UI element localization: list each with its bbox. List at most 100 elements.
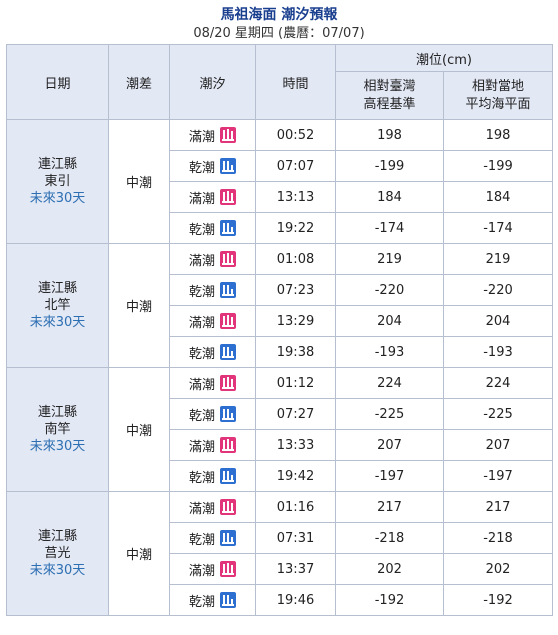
tide-table: 日期 潮差 潮汐 時間 潮位(cm) 相對臺灣 高程基準 相對當地 平均海平面 … <box>6 44 553 616</box>
tide-type-cell: 滿潮 <box>169 305 256 337</box>
tide-type-label: 滿潮 <box>188 315 215 331</box>
tide-time-cell: 01:16 <box>255 491 336 523</box>
tide-type-cell: 乾潮 <box>169 274 256 306</box>
tide-range-cell: 中潮 <box>108 367 170 492</box>
tide-type-cell: 滿潮 <box>169 491 256 523</box>
low-tide-icon <box>220 406 236 422</box>
high-tide-icon <box>220 251 236 267</box>
station-cell: 連江縣北竿未來30天 <box>6 243 109 368</box>
tide-type-cell: 乾潮 <box>169 460 256 492</box>
high-tide-icon <box>220 437 236 453</box>
tide-time-cell: 13:29 <box>255 305 336 337</box>
low-tide-icon <box>220 592 236 608</box>
tide-type-label: 滿潮 <box>188 377 215 393</box>
tide-level-local-cell: 198 <box>443 119 553 151</box>
tide-level-local-cell: -218 <box>443 522 553 554</box>
tide-range-cell: 中潮 <box>108 243 170 368</box>
tide-level-local-cell: -197 <box>443 460 553 492</box>
table-row: 連江縣 東引 未來30天 中潮 滿潮 00:52 198 198 <box>6 119 553 244</box>
tide-type-label: 滿潮 <box>188 563 215 579</box>
low-tide-icon <box>220 344 236 360</box>
tide-level-local-cell: -225 <box>443 398 553 430</box>
future-30-days-link[interactable]: 未來30天 <box>29 315 86 330</box>
table-row: 乾潮 07:31 -218 -218 <box>7 522 553 554</box>
tide-type-label: 乾潮 <box>188 594 215 610</box>
future-30-days-link[interactable]: 未來30天 <box>29 563 86 578</box>
col-header-level: 潮位(cm) <box>335 44 553 72</box>
tide-type-label: 滿潮 <box>188 191 215 207</box>
col-header-level-twvd: 相對臺灣 高程基準 <box>335 71 444 120</box>
tide-level-twvd-cell: 207 <box>335 429 444 461</box>
tide-level-twvd-cell: -197 <box>335 460 444 492</box>
table-row: 滿潮 13:29 204 204 <box>7 305 553 337</box>
station-cell: 連江縣莒光未來30天 <box>6 491 109 616</box>
tide-type-cell: 滿潮 <box>169 429 256 461</box>
page-title: 馬祖海面 潮汐預報 <box>220 7 338 23</box>
tide-level-local-cell: 219 <box>443 243 553 275</box>
tide-time-cell: 19:42 <box>255 460 336 492</box>
table-row: 滿潮 13:33 207 207 <box>7 429 553 461</box>
table-row: 乾潮 07:27 -225 -225 <box>7 398 553 430</box>
high-tide-icon <box>220 189 236 205</box>
tide-level-local-cell: 184 <box>443 181 553 213</box>
high-tide-icon <box>220 127 236 143</box>
table-row: 連江縣 北竿 未來30天 中潮 滿潮 01:08 219 219 <box>6 243 553 368</box>
tide-level-local-cell: 202 <box>443 553 553 585</box>
tide-level-local-cell: 207 <box>443 429 553 461</box>
tide-type-cell: 滿潮 <box>169 119 256 151</box>
tide-type-cell: 滿潮 <box>169 367 256 399</box>
tide-time-cell: 13:33 <box>255 429 336 461</box>
col-header-time: 時間 <box>255 44 336 120</box>
tide-table-body: 連江縣 東引 未來30天 中潮 滿潮 00:52 198 198 乾潮 07:07 -199 -199… <box>6 119 553 616</box>
page-subtitle: 08/20 星期四 (農曆：07/07) <box>193 26 365 41</box>
tide-type-cell: 乾潮 <box>169 336 256 368</box>
tide-type-cell: 乾潮 <box>169 398 256 430</box>
tide-level-local-cell: 204 <box>443 305 553 337</box>
tide-level-twvd-cell: -218 <box>335 522 444 554</box>
tide-type-label: 滿潮 <box>188 129 215 145</box>
table-row: 連江縣 莒光 未來30天 中潮 滿潮 01:16 217 217 <box>6 491 553 616</box>
table-row: 乾潮 07:23 -220 -220 <box>7 274 553 306</box>
tide-time-cell: 19:38 <box>255 336 336 368</box>
future-30-days-link[interactable]: 未來30天 <box>29 191 86 206</box>
low-tide-icon <box>220 282 236 298</box>
high-tide-icon <box>220 375 236 391</box>
tide-level-local-cell: -193 <box>443 336 553 368</box>
tide-time-cell: 07:07 <box>255 150 336 182</box>
tide-level-twvd-cell: -220 <box>335 274 444 306</box>
tide-type-cell: 乾潮 <box>169 584 256 616</box>
tide-type-label: 滿潮 <box>188 501 215 517</box>
table-row: 滿潮 13:37 202 202 <box>7 553 553 585</box>
tide-range-cell: 中潮 <box>108 119 170 244</box>
low-tide-icon <box>220 158 236 174</box>
tide-time-cell: 01:12 <box>255 367 336 399</box>
station-county: 連江縣 <box>37 281 77 296</box>
tide-time-cell: 07:23 <box>255 274 336 306</box>
station-name: 北竿 <box>44 298 71 313</box>
tide-type-cell: 滿潮 <box>169 553 256 585</box>
low-tide-icon <box>220 530 236 546</box>
col-header-range: 潮差 <box>108 44 170 120</box>
tide-level-twvd-cell: -174 <box>335 212 444 244</box>
high-tide-icon <box>220 499 236 515</box>
tide-level-twvd-cell: 202 <box>335 553 444 585</box>
station-cell: 連江縣 南竿 未來30天 <box>6 367 109 492</box>
tide-type-label: 滿潮 <box>188 439 215 455</box>
station-name: 東引 <box>44 174 71 189</box>
future-30-days-link[interactable]: 未來30天 <box>29 439 86 454</box>
tide-type-label: 乾潮 <box>188 408 215 424</box>
tide-type-label: 乾潮 <box>188 346 215 362</box>
station-name: 莒光 <box>44 546 71 561</box>
tide-type-cell: 滿潮 <box>169 181 256 213</box>
col-header-tide: 潮汐 <box>169 44 256 120</box>
station-name: 南竿 <box>44 422 71 437</box>
tide-time-cell: 13:13 <box>255 181 336 213</box>
high-tide-icon <box>220 561 236 577</box>
low-tide-icon <box>220 468 236 484</box>
tide-time-cell: 00:52 <box>255 119 336 151</box>
tide-type-cell: 乾潮 <box>169 150 256 182</box>
low-tide-icon <box>220 220 236 236</box>
tide-type-label: 乾潮 <box>188 470 215 486</box>
table-row: 乾潮 19:42 -197 -197 <box>7 460 553 492</box>
station-county: 連江縣 <box>37 529 77 544</box>
